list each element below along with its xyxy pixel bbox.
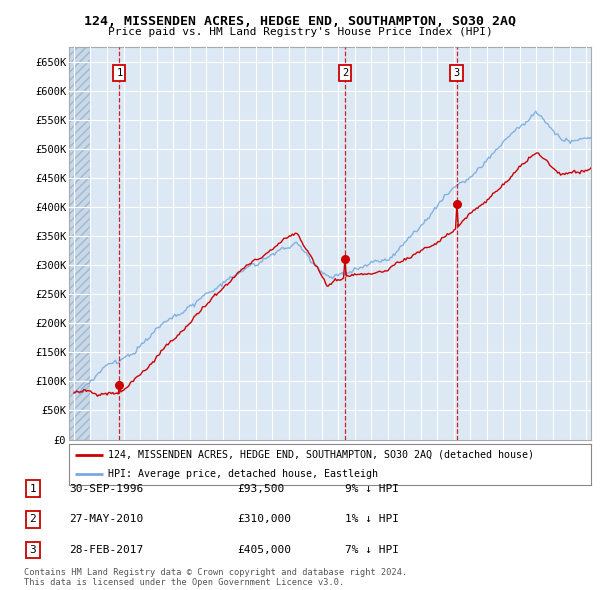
- Text: £310,000: £310,000: [237, 514, 291, 524]
- Text: 28-FEB-2017: 28-FEB-2017: [69, 545, 143, 555]
- Text: 1: 1: [116, 68, 122, 78]
- Text: £405,000: £405,000: [237, 545, 291, 555]
- Text: HPI: Average price, detached house, Eastleigh: HPI: Average price, detached house, East…: [108, 469, 378, 479]
- Text: Contains HM Land Registry data © Crown copyright and database right 2024.
This d: Contains HM Land Registry data © Crown c…: [24, 568, 407, 587]
- Text: 2: 2: [29, 514, 37, 524]
- Text: 3: 3: [29, 545, 37, 555]
- Text: 1: 1: [29, 484, 37, 493]
- Bar: [69, 47, 91, 440]
- Text: Price paid vs. HM Land Registry's House Price Index (HPI): Price paid vs. HM Land Registry's House …: [107, 27, 493, 37]
- Text: 3: 3: [454, 68, 460, 78]
- Text: £93,500: £93,500: [237, 484, 284, 493]
- Text: 30-SEP-1996: 30-SEP-1996: [69, 484, 143, 493]
- Bar: [69, 47, 91, 440]
- Text: 2: 2: [342, 68, 348, 78]
- Text: 9% ↓ HPI: 9% ↓ HPI: [345, 484, 399, 493]
- Text: 7% ↓ HPI: 7% ↓ HPI: [345, 545, 399, 555]
- Text: 27-MAY-2010: 27-MAY-2010: [69, 514, 143, 524]
- Text: 124, MISSENDEN ACRES, HEDGE END, SOUTHAMPTON, SO30 2AQ: 124, MISSENDEN ACRES, HEDGE END, SOUTHAM…: [84, 15, 516, 28]
- Text: 124, MISSENDEN ACRES, HEDGE END, SOUTHAMPTON, SO30 2AQ (detached house): 124, MISSENDEN ACRES, HEDGE END, SOUTHAM…: [108, 450, 534, 460]
- Text: 1% ↓ HPI: 1% ↓ HPI: [345, 514, 399, 524]
